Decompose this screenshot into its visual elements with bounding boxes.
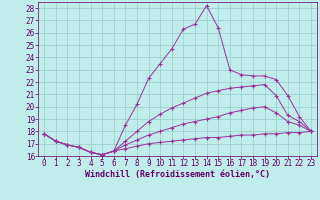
X-axis label: Windchill (Refroidissement éolien,°C): Windchill (Refroidissement éolien,°C): [85, 170, 270, 179]
